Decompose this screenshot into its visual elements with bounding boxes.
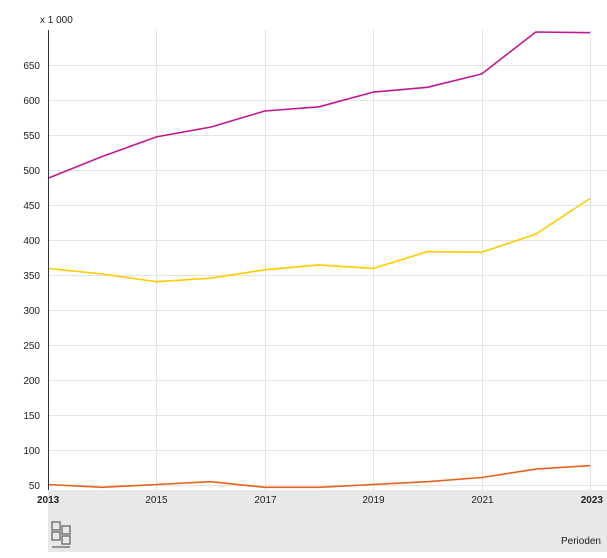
- y-tick-label: 600: [23, 96, 40, 107]
- x-axis-band: [48, 490, 607, 552]
- series-line-2: [47, 197, 591, 283]
- x-tick-label: 2019: [362, 495, 385, 506]
- y-tick-label: 450: [23, 201, 40, 212]
- y-tick-label: 350: [23, 271, 40, 282]
- x-tick-label: 2023: [581, 495, 604, 506]
- x-tick-label: 2013: [37, 495, 60, 506]
- y-tick-label: 200: [23, 376, 40, 387]
- y-tick-label: 500: [23, 166, 40, 177]
- x-tick-labels: 2013 2015 2017 2019 2021 2023: [37, 495, 603, 506]
- series-line-1: [47, 31, 591, 179]
- cbs-logo-icon: [51, 521, 71, 548]
- x-tick-label: 2017: [254, 495, 277, 506]
- y-tick-label: 300: [23, 306, 40, 317]
- series-line-3: [47, 464, 591, 489]
- y-tick-label: 550: [23, 131, 40, 142]
- unit-label: x 1 000: [40, 15, 73, 26]
- y-tick-label: 250: [23, 341, 40, 352]
- x-axis-title: Perioden: [560, 536, 601, 547]
- x-tick-label: 2015: [145, 495, 168, 506]
- y-tick-label: 650: [23, 61, 40, 72]
- x-tick-label: 2021: [471, 495, 494, 506]
- series-layer: [47, 31, 591, 489]
- y-tick-label: 150: [23, 411, 40, 422]
- y-tick-label: 100: [23, 446, 40, 457]
- grid: [48, 30, 607, 490]
- y-tick-label: 400: [23, 236, 40, 247]
- y-tick-label: 50: [29, 481, 41, 492]
- y-tick-labels: 50 100 150 200 250 300 350 400 450 500 550 600 650: [23, 61, 40, 492]
